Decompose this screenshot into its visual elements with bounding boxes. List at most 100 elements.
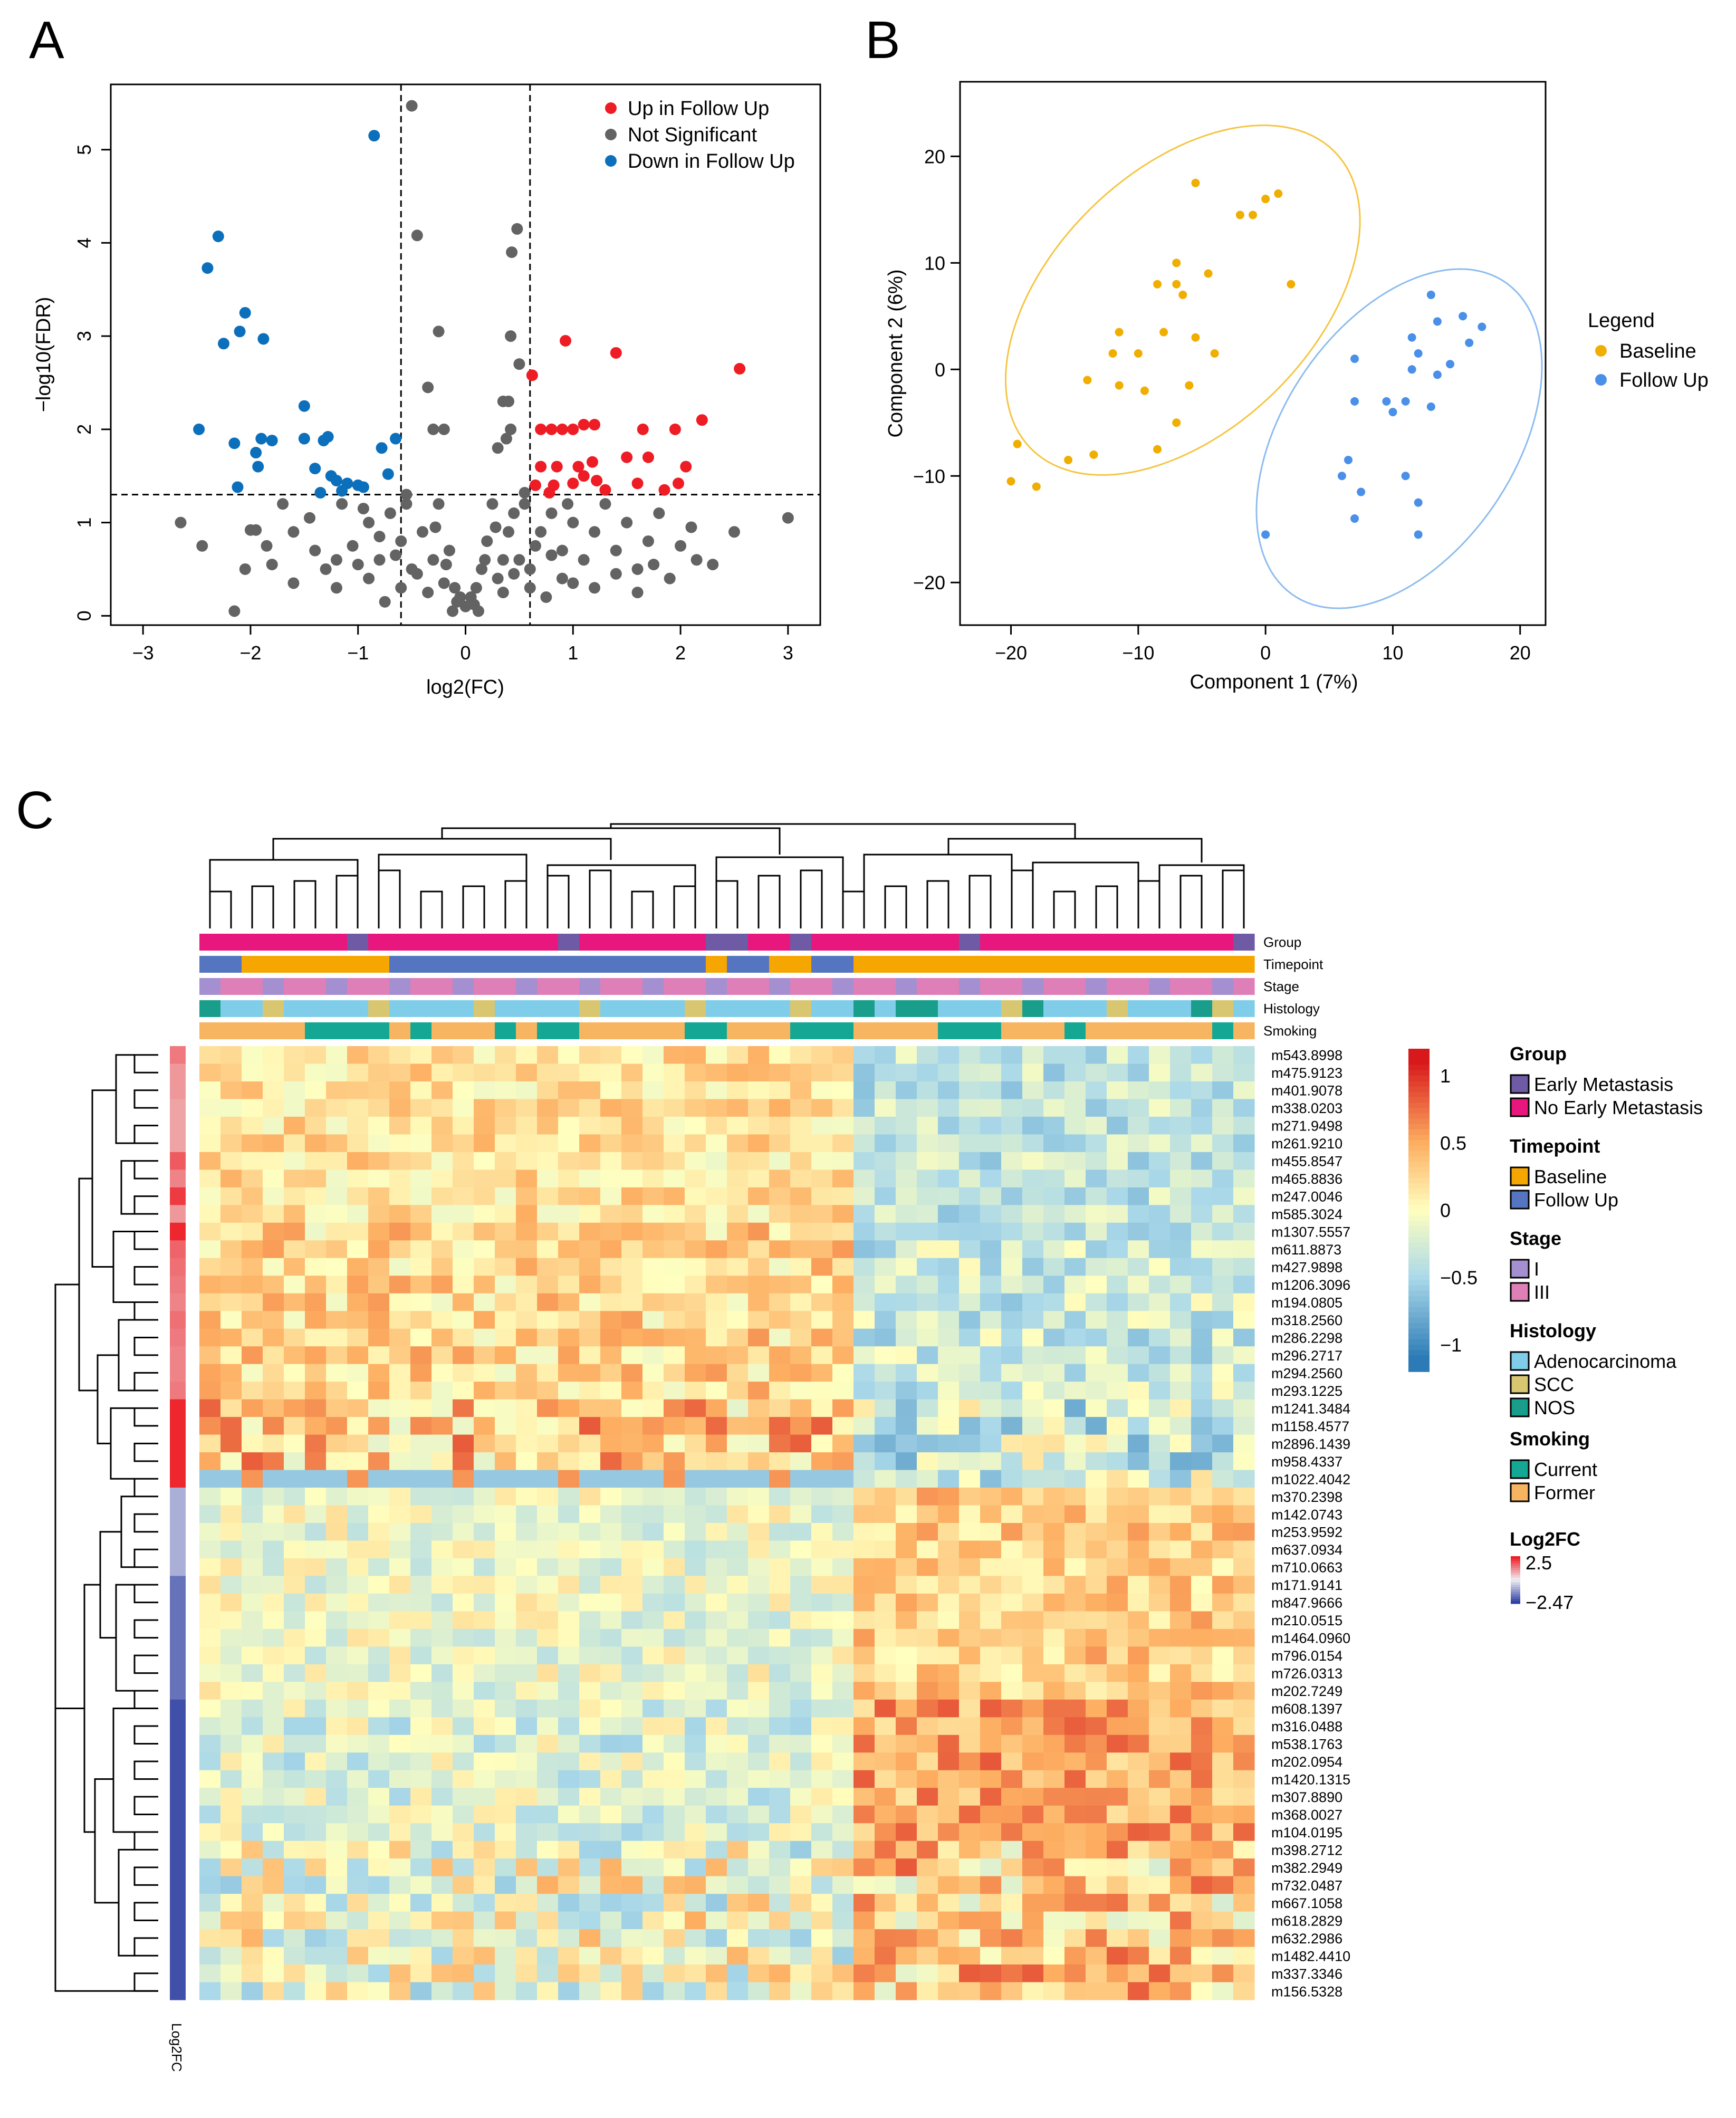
heatmap-cell	[1149, 1876, 1171, 1894]
heatmap-cell	[305, 1488, 327, 1506]
volcano-point	[508, 507, 520, 519]
heatmap-cell	[1001, 1328, 1023, 1347]
heatmap-cell	[1191, 1364, 1213, 1382]
heatmap-cell	[896, 1929, 917, 1948]
heatmap-cell	[263, 1240, 284, 1259]
pca-point	[1064, 455, 1073, 464]
heatmap-cell	[1128, 1717, 1149, 1736]
heatmap-cell	[1233, 1788, 1255, 1806]
heatmap-cell	[1233, 1399, 1255, 1417]
heatmap-cell	[1233, 1964, 1255, 1983]
volcano-point	[505, 330, 517, 342]
heatmap-cell	[305, 1346, 327, 1365]
heatmap-cell	[1064, 1240, 1086, 1259]
heatmap-cell	[1149, 1399, 1171, 1417]
heatmap-cell	[516, 1805, 538, 1824]
heatmap-cell	[727, 1805, 749, 1824]
heatmap-cell	[263, 1858, 284, 1877]
heatmap-cell	[1212, 1399, 1234, 1417]
heatmap-cell	[748, 1134, 770, 1153]
heatmap-cell	[706, 1399, 727, 1417]
heatmap-cell	[1107, 1682, 1128, 1700]
heatmap-cell	[558, 1434, 580, 1453]
heatmap-cell	[495, 1894, 516, 1912]
row-annotation-cell	[170, 1805, 186, 1824]
heatmap-cell	[917, 1734, 938, 1753]
heatmap-cell	[431, 1929, 453, 1948]
heatmap-cell	[474, 1982, 495, 2000]
heatmap-cell	[453, 1841, 474, 1859]
heatmap-cell	[727, 1258, 749, 1276]
heatmap-cell	[410, 1682, 432, 1700]
heatmap-cell	[790, 1399, 812, 1417]
heatmap-cell	[347, 1364, 369, 1382]
heatmap-cell	[811, 1399, 833, 1417]
heatmap-cell	[537, 1841, 559, 1859]
heatmap-cell	[959, 1894, 981, 1912]
heatmap-cell	[1212, 1346, 1234, 1365]
heatmap-cell	[389, 1346, 411, 1365]
heatmap-cell	[621, 1046, 643, 1065]
heatmap-cell	[896, 1664, 917, 1682]
column-annotation-cell	[495, 956, 516, 973]
heatmap-cell	[727, 1205, 749, 1223]
heatmap-cell	[1212, 1876, 1234, 1894]
heatmap-cell	[1170, 1170, 1192, 1188]
heatmap-cell	[284, 1752, 305, 1771]
heatmap-cell	[938, 1328, 960, 1347]
heatmap-cell	[1149, 1576, 1171, 1594]
heatmap-cell	[938, 1417, 960, 1435]
heatmap-cell	[326, 1876, 348, 1894]
heatmap-cell	[410, 1505, 432, 1523]
heatmap-cell	[579, 1399, 601, 1417]
column-annotation-cell	[727, 1022, 749, 1039]
heatmap-cell	[410, 1699, 432, 1718]
heatmap-cell	[664, 1311, 685, 1329]
heatmap-cell	[284, 1717, 305, 1736]
heatmap-cell	[1233, 1805, 1255, 1824]
heatmap-cell	[642, 1311, 664, 1329]
heatmap-cell	[474, 1116, 495, 1135]
row-annotation-cell	[170, 1770, 186, 1788]
column-annotation-cell	[1170, 1022, 1192, 1039]
legend-swatch	[1510, 1459, 1530, 1479]
heatmap-cell	[368, 1770, 390, 1788]
column-annotation-cell	[347, 978, 369, 995]
heatmap-cell	[326, 1911, 348, 1930]
heatmap-cell	[495, 1876, 516, 1894]
heatmap-cell	[748, 1593, 770, 1612]
heatmap-row-label: m271.9498	[1271, 1118, 1342, 1134]
heatmap-cell	[748, 1788, 770, 1806]
volcano-point	[287, 526, 300, 538]
row-dendrogram-branch	[133, 1796, 158, 1815]
heatmap-cell	[263, 1558, 284, 1577]
heatmap-cell	[790, 1858, 812, 1877]
heatmap-cell	[1064, 1258, 1086, 1276]
heatmap-cell	[769, 1752, 791, 1771]
column-annotation-cell	[1086, 956, 1107, 973]
heatmap-cell	[980, 1717, 1002, 1736]
heatmap-cell	[368, 1046, 390, 1065]
column-annotation-cell	[389, 956, 411, 973]
heatmap-cell	[1086, 1841, 1107, 1859]
column-annotation-cell	[727, 934, 749, 951]
heatmap-cell	[811, 1505, 833, 1523]
heatmap-cell	[959, 1929, 981, 1948]
heatmap-cell	[664, 1205, 685, 1223]
heatmap-cell	[558, 1470, 580, 1488]
heatmap-cell	[980, 1222, 1002, 1241]
heatmap-cell	[959, 1841, 981, 1859]
legend-swatch	[1510, 1166, 1530, 1186]
heatmap-cell	[263, 1134, 284, 1153]
heatmap-cell	[326, 1134, 348, 1153]
heatmap-cell	[347, 1982, 369, 2000]
column-annotation-cell	[748, 978, 770, 995]
column-annotation-cell	[474, 978, 495, 995]
heatmap-cell	[368, 1470, 390, 1488]
heatmap-cell	[242, 1611, 263, 1630]
heatmap-cell	[368, 1240, 390, 1259]
heatmap-cell	[1022, 1788, 1044, 1806]
heatmap-cell	[220, 1699, 242, 1718]
column-annotation-cell	[1128, 934, 1149, 951]
heatmap-cell	[1043, 1770, 1065, 1788]
